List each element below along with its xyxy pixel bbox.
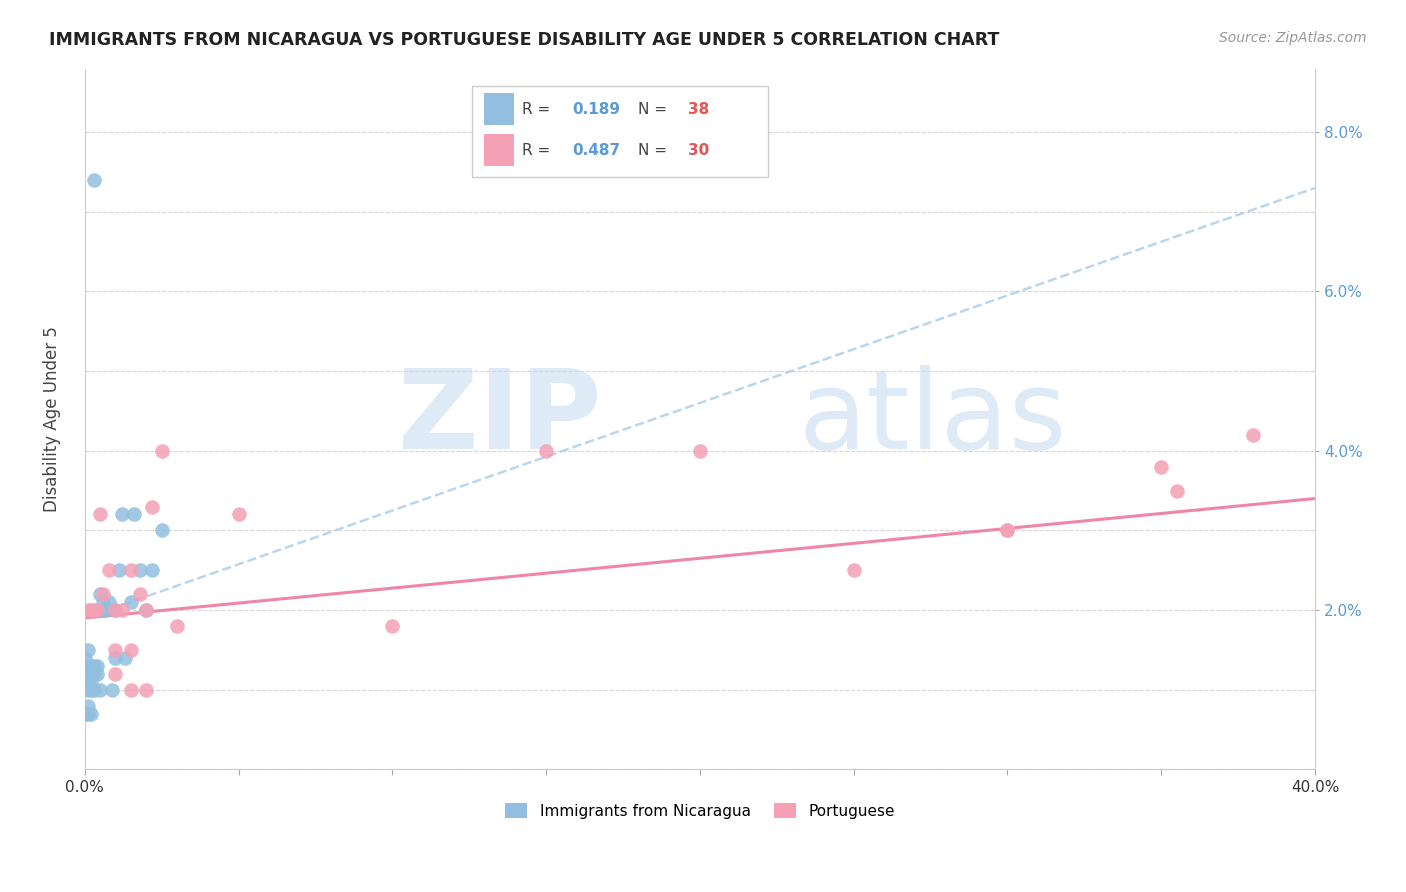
Point <box>96 603 118 617</box>
Point <box>129 563 152 577</box>
Point <box>86 658 108 673</box>
Point <box>120 595 142 609</box>
Point <box>73 706 96 721</box>
Point <box>135 682 157 697</box>
Point <box>104 643 127 657</box>
Point <box>111 508 134 522</box>
Point <box>228 508 250 522</box>
Point <box>76 643 98 657</box>
Point <box>120 563 142 577</box>
Text: atlas: atlas <box>799 366 1067 473</box>
Text: IMMIGRANTS FROM NICARAGUA VS PORTUGUESE DISABILITY AGE UNDER 5 CORRELATION CHART: IMMIGRANTS FROM NICARAGUA VS PORTUGUESE … <box>49 31 1000 49</box>
Point <box>842 563 865 577</box>
Point <box>80 666 103 681</box>
Point <box>83 173 105 187</box>
Point <box>80 674 103 689</box>
Point <box>129 587 152 601</box>
Point <box>73 658 96 673</box>
Point <box>98 563 121 577</box>
Point <box>120 643 142 657</box>
Point <box>83 603 105 617</box>
Point <box>104 603 127 617</box>
Point <box>80 682 103 697</box>
Point <box>104 650 127 665</box>
Point <box>76 706 98 721</box>
Point <box>101 682 124 697</box>
Point <box>76 682 98 697</box>
Point <box>104 603 127 617</box>
Point <box>83 658 105 673</box>
Point <box>83 682 105 697</box>
Point <box>150 443 173 458</box>
Point <box>1166 483 1188 498</box>
Point <box>141 500 163 514</box>
Point <box>104 666 127 681</box>
Point <box>141 563 163 577</box>
Point <box>73 650 96 665</box>
Point <box>91 603 114 617</box>
Point <box>89 587 111 601</box>
Point <box>111 603 134 617</box>
Point <box>381 619 404 633</box>
Point <box>76 698 98 713</box>
Point <box>80 603 103 617</box>
Text: Source: ZipAtlas.com: Source: ZipAtlas.com <box>1219 31 1367 45</box>
Point <box>534 443 557 458</box>
Point <box>89 508 111 522</box>
Point <box>689 443 711 458</box>
Y-axis label: Disability Age Under 5: Disability Age Under 5 <box>44 326 60 512</box>
Point <box>89 682 111 697</box>
Point <box>91 587 114 601</box>
Point <box>73 666 96 681</box>
Point <box>107 563 129 577</box>
Legend: Immigrants from Nicaragua, Portuguese: Immigrants from Nicaragua, Portuguese <box>498 797 901 825</box>
Point <box>91 595 114 609</box>
Point <box>76 603 98 617</box>
Point <box>83 666 105 681</box>
Point <box>135 603 157 617</box>
Point <box>76 674 98 689</box>
Point <box>1243 427 1265 442</box>
Point <box>1150 459 1173 474</box>
Point <box>122 508 145 522</box>
Point <box>114 650 136 665</box>
Point <box>80 658 103 673</box>
Point <box>997 524 1019 538</box>
Point <box>98 595 121 609</box>
Text: ZIP: ZIP <box>398 366 602 473</box>
Point <box>120 682 142 697</box>
Point <box>150 524 173 538</box>
Point <box>135 603 157 617</box>
Point <box>86 666 108 681</box>
Point <box>166 619 188 633</box>
Point <box>997 524 1019 538</box>
Point <box>86 603 108 617</box>
Point <box>80 706 103 721</box>
